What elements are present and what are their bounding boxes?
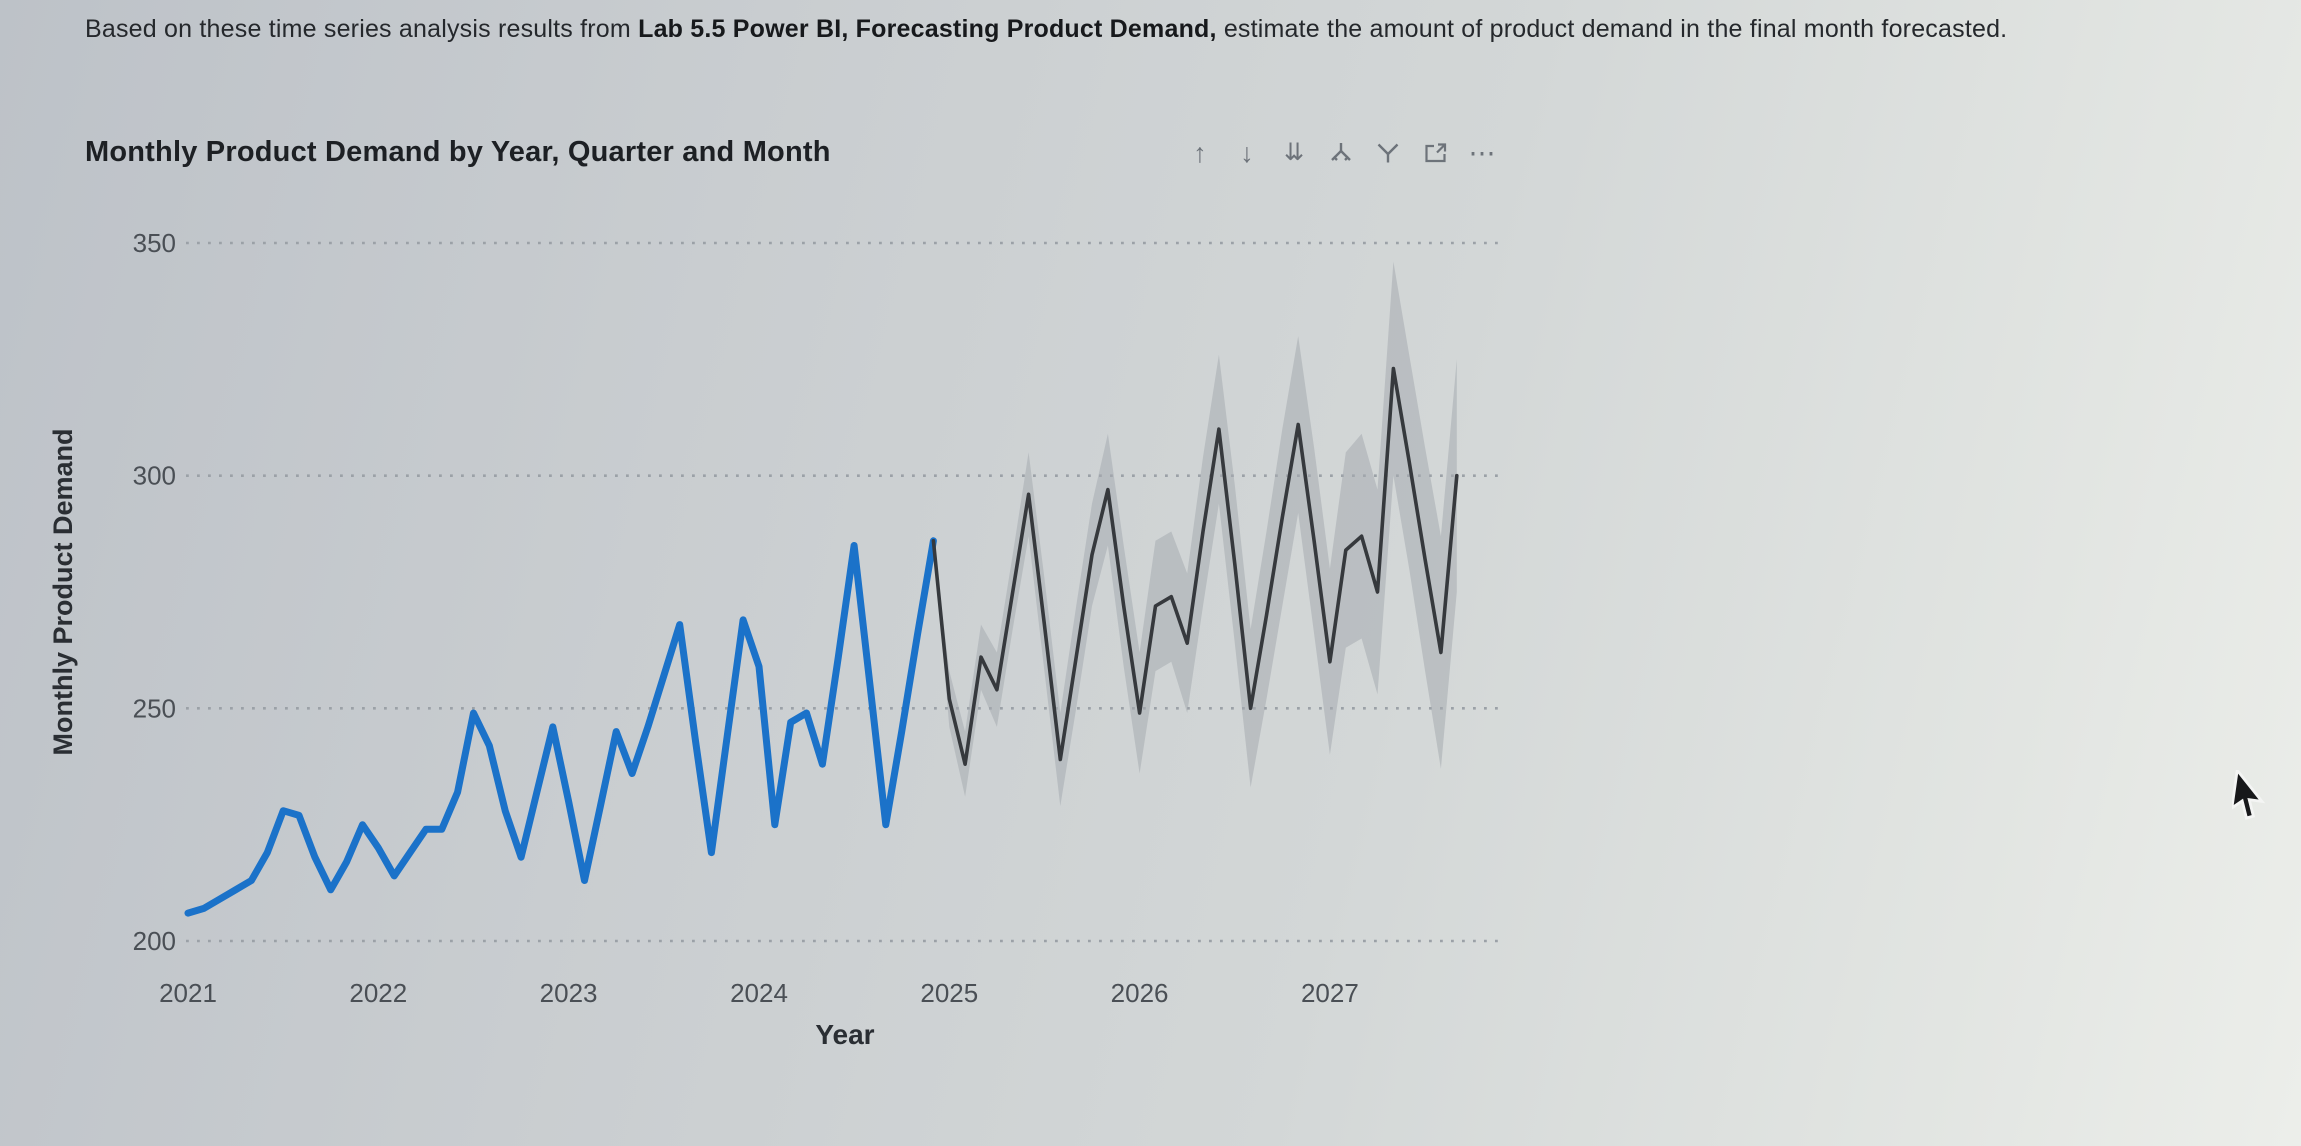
question-text: Based on these time series analysis resu… <box>85 10 2270 49</box>
x-tick-label: 2023 <box>540 978 598 1008</box>
drill-up-icon[interactable]: ↑ <box>1193 137 1207 168</box>
mouse-cursor <box>2232 770 2266 820</box>
x-tick-label: 2021 <box>159 978 217 1008</box>
x-tick-label: 2022 <box>349 978 407 1008</box>
drill-down-icon[interactable]: ↓ <box>1240 137 1254 168</box>
focus-mode-icon[interactable] <box>1420 136 1450 170</box>
x-tick-label: 2025 <box>920 978 978 1008</box>
forecast-series-line <box>931 366 1459 767</box>
more-options-icon[interactable]: ⋯ <box>1468 137 1496 168</box>
actual-series-line <box>184 537 937 917</box>
question-text-bold: Lab 5.5 Power BI, Forecasting Product De… <box>638 15 1217 43</box>
confidence-band <box>933 261 1457 807</box>
y-tick-label: 300 <box>133 461 176 491</box>
x-tick-label: 2027 <box>1301 978 1359 1008</box>
y-tick-label: 350 <box>133 228 176 258</box>
go-to-next-level-icon[interactable]: ⇊ <box>1283 139 1305 166</box>
visual-header-toolbar: ↑ ↓ ⇊ ⋯ <box>1185 136 1497 170</box>
expand-all-icon[interactable] <box>1326 136 1356 170</box>
filter-icon[interactable] <box>1373 136 1403 170</box>
x-axis-title: Year <box>815 1019 874 1050</box>
y-tick-label: 250 <box>133 693 176 723</box>
chart-title: Monthly Product Demand by Year, Quarter … <box>85 136 831 168</box>
y-axis-title: Monthly Product Demand <box>48 428 78 755</box>
question-text-prefix: Based on these time series analysis resu… <box>85 15 639 43</box>
y-tick-label: 200 <box>133 926 176 956</box>
x-tick-label: 2026 <box>1111 978 1169 1008</box>
question-text-suffix: estimate the amount of product demand in… <box>1216 15 2008 43</box>
x-tick-label: 2024 <box>730 978 788 1008</box>
